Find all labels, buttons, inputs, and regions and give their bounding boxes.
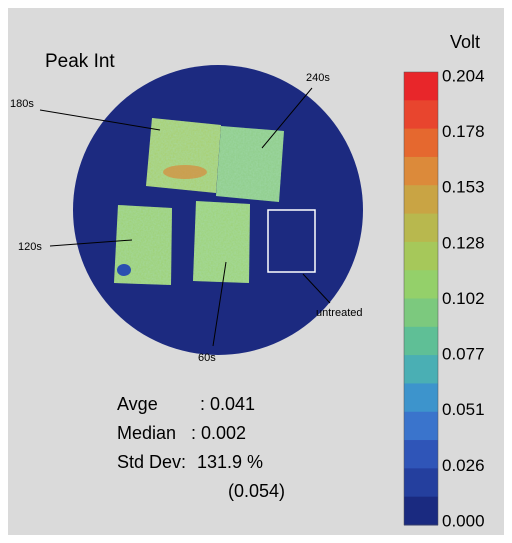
colorbar-band — [404, 100, 438, 129]
colorbar-tick-label: 0.102 — [442, 289, 485, 308]
colorbar-band — [404, 468, 438, 497]
stat-value: (0.054) — [228, 481, 285, 501]
colorbar-band — [404, 355, 438, 384]
title: Peak Int — [45, 51, 115, 72]
colorbar-tick-label: 0.128 — [442, 233, 485, 252]
colorbar-band — [404, 327, 438, 356]
colorbar-band — [404, 185, 438, 214]
annotation: 60s — [198, 352, 216, 364]
colorbar-band — [404, 383, 438, 412]
colorbar-tick-label: 0.077 — [442, 345, 485, 364]
colorbar-band — [404, 157, 438, 186]
colorbar-band — [404, 242, 438, 271]
colorbar: 0.204 0.178 0.153 0.128 0.102 0.077 0.051 0.026… — [404, 66, 485, 530]
colorbar-band — [404, 214, 438, 243]
annotation: 120s — [18, 241, 42, 253]
colorbar-band — [404, 270, 438, 299]
patch-60s — [193, 201, 250, 283]
colorbar-band — [404, 412, 438, 441]
annotation: 180s — [10, 98, 34, 110]
colorbar-tick-label: 0.153 — [442, 178, 485, 197]
patch-240s — [216, 126, 284, 202]
colorbar-tick-label: 0.051 — [442, 400, 485, 419]
colorbar-band — [404, 497, 438, 526]
stat-label: Avge — [117, 394, 158, 414]
stat-label: Median — [117, 423, 176, 443]
colorbar-tick-label: 0.178 — [442, 122, 485, 141]
colorbar-band — [404, 440, 438, 469]
stat-value: : 0.041 — [200, 394, 255, 414]
colorbar-band — [404, 299, 438, 328]
colorbar-tick-label: 0.026 — [442, 456, 485, 475]
stat-value: 131.9 % — [197, 452, 263, 472]
stat-label: Std Dev: — [117, 452, 186, 472]
annotation: untreated — [316, 307, 362, 319]
cold-spot — [117, 264, 131, 276]
annotation: 240s — [306, 72, 330, 84]
figure: Peak Int Volt 180s 240s 120s 60s untreat… — [0, 0, 512, 543]
hot-spot — [163, 165, 207, 179]
colorbar-band — [404, 72, 438, 101]
colorbar-label: Volt — [450, 32, 480, 52]
colorbar-band — [404, 129, 438, 158]
colorbar-tick-label: 0.000 — [442, 511, 485, 530]
page: Peak Int Volt 180s 240s 120s 60s untreat… — [0, 0, 512, 543]
colorbar-tick-label: 0.204 — [442, 66, 485, 85]
stat-value: : 0.002 — [191, 423, 246, 443]
